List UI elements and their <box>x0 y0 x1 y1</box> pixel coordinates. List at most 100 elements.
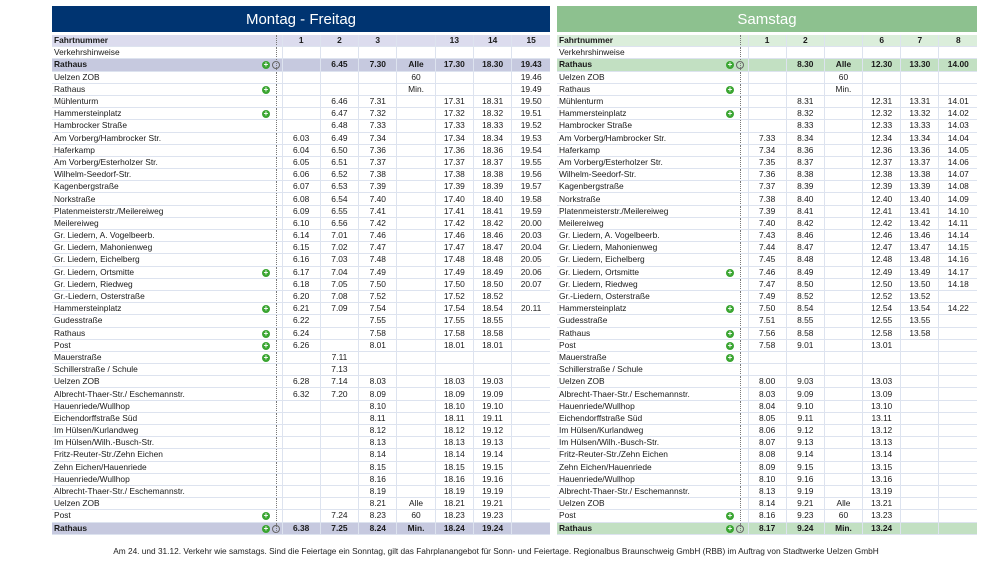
dotted-divider <box>276 400 277 412</box>
departure-time <box>938 83 978 96</box>
stop-name: Uelzen ZOB <box>557 375 748 389</box>
dotted-divider <box>740 339 741 351</box>
stop-row: Rathaus +8.30 Alle 12.30 13.30 14.00 <box>557 58 978 72</box>
departure-time <box>396 132 436 145</box>
stop-name-label: Post <box>54 339 71 350</box>
stop-row: Hauenriede/Wullhop 8.10 18.10 19.10 <box>52 400 551 413</box>
departure-time <box>319 485 359 499</box>
departure-time <box>396 436 436 450</box>
departure-time: 14.15 <box>938 241 978 255</box>
dotted-divider <box>276 83 277 95</box>
departure-time: 12.46 <box>862 229 901 243</box>
departure-time <box>900 351 939 365</box>
departure-time <box>747 71 787 84</box>
departure-time <box>823 95 863 109</box>
departure-time <box>511 473 551 486</box>
connection-plus-icon: + <box>262 84 270 94</box>
dotted-divider <box>740 83 741 95</box>
departure-time <box>823 327 863 340</box>
departure-time: 8.41 <box>785 205 825 218</box>
departure-time: 18.58 <box>472 327 512 340</box>
trip-number-header: Fahrtnummer <box>52 35 282 48</box>
departure-time: 7.33 <box>358 119 397 133</box>
departure-time: 6.28 <box>281 375 321 389</box>
dotted-divider <box>740 425 741 436</box>
departure-time: 7.03 <box>319 253 359 267</box>
departure-time: 18.47 <box>472 241 512 255</box>
stop-name: Platenmeisterstr./Meilereiweg <box>52 205 282 218</box>
departure-time <box>281 351 321 365</box>
departure-time <box>319 412 359 426</box>
departure-time: 7.13 <box>319 363 359 377</box>
departure-time: 12.55 <box>862 314 901 328</box>
departure-time: 9.21 <box>785 497 825 511</box>
trip-number: 1 <box>747 35 787 48</box>
departure-time <box>396 461 436 474</box>
departure-time: 8.16 <box>358 473 397 486</box>
departure-time <box>938 327 978 340</box>
departure-time <box>785 363 825 377</box>
stop-name-label: Uelzen ZOB <box>559 498 605 509</box>
departure-time: 8.46 <box>785 229 825 243</box>
departure-time <box>823 156 863 170</box>
departure-time: 14.17 <box>938 266 978 279</box>
stop-name-label: Haferkamp <box>54 144 95 155</box>
departure-time: 8.04 <box>747 400 787 413</box>
departure-time: 17.39 <box>434 180 474 194</box>
weekday-timetable: Fahrtnummer 1 2 3 13 14 15 Verkehrshinweise Rath… <box>52 35 551 535</box>
stop-row: Im Hülsen/Kurlandweg 8.06 9.12 13.12 <box>557 424 978 438</box>
stop-row: Wilhelm-Seedorf-Str. 7.36 8.38 12.38 13.38 14… <box>557 168 978 182</box>
departure-time: 6.22 <box>281 314 321 328</box>
departure-time <box>396 217 436 231</box>
departure-time <box>396 314 436 328</box>
trip-number: 14 <box>472 35 512 48</box>
dotted-divider <box>276 303 277 314</box>
saturday-timetable: Fahrtnummer 1 2 6 7 8 Verkehrshinweise Rathaus +… <box>557 35 978 535</box>
departure-time <box>747 58 787 72</box>
departure-time <box>823 241 863 255</box>
departure-time <box>747 107 787 121</box>
departure-time <box>938 290 978 304</box>
departure-time: 17.40 <box>434 192 474 206</box>
note-cell <box>396 46 436 60</box>
stop-name: Rathaus + <box>557 83 748 96</box>
stop-name-label: Mauerstraße <box>54 351 102 362</box>
departure-time: 6.45 <box>319 58 359 72</box>
departure-time: 8.09 <box>358 387 397 401</box>
connection-plus-icon: + <box>726 267 734 277</box>
stop-name-label: Am Vorberg/Hambrocker Str. <box>559 132 667 143</box>
connection-plus-icon: + <box>726 328 734 338</box>
departure-time <box>938 473 978 486</box>
stop-icons: + <box>726 524 744 533</box>
departure-time: 19.59 <box>511 205 551 218</box>
departure-time: 18.34 <box>472 132 512 145</box>
note-cell <box>281 46 321 60</box>
stop-row: Uelzen ZOB 8.00 9.03 13.03 <box>557 375 978 389</box>
dotted-divider <box>740 510 741 521</box>
departure-time: 7.43 <box>747 229 787 243</box>
note-cell <box>511 46 551 60</box>
departure-time: 7.46 <box>747 266 787 279</box>
departure-time <box>938 485 978 499</box>
stop-name-label: Eichendorffstraße Süd <box>54 412 138 423</box>
stop-name-label: Rathaus <box>559 327 591 338</box>
departure-time: 19.03 <box>472 375 512 389</box>
departure-time: 13.23 <box>862 509 901 523</box>
note-cell <box>319 46 359 60</box>
stop-name: Uelzen ZOB <box>557 497 748 511</box>
stop-name: Kagenbergstraße <box>52 180 282 194</box>
departure-time: 19.15 <box>472 461 512 474</box>
stop-icons: + <box>262 305 270 314</box>
stop-name: Im Hülsen/Kurlandweg <box>557 424 748 438</box>
departure-time: 13.24 <box>862 522 901 535</box>
stop-name-label: Post <box>559 510 576 521</box>
dotted-divider <box>276 59 277 71</box>
departure-time: 13.10 <box>862 400 901 413</box>
connection-plus-icon: + <box>726 511 734 521</box>
stop-row: Uelzen ZOB 8.21 Alle 18.21 19.21 <box>52 497 551 511</box>
departure-time <box>396 412 436 426</box>
dotted-divider <box>276 290 277 302</box>
departure-time <box>900 339 939 352</box>
dotted-divider <box>740 71 741 83</box>
departure-time <box>511 290 551 304</box>
